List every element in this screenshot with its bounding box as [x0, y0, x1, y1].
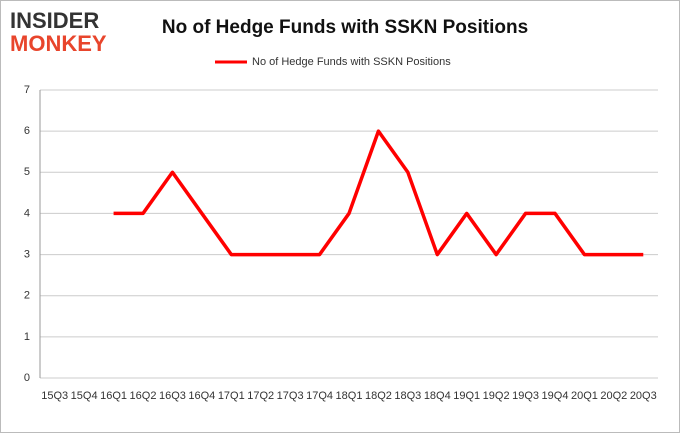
- y-tick-label: 6: [24, 125, 30, 137]
- x-tick-label: 15Q4: [71, 390, 98, 402]
- x-tick-label: 17Q3: [277, 390, 304, 402]
- y-tick-label: 3: [24, 248, 30, 260]
- x-tick-label: 15Q3: [41, 390, 68, 402]
- logo-bottom: MONKEY: [10, 31, 107, 56]
- logo-top: INSIDER: [10, 8, 99, 33]
- y-tick-label: 2: [24, 290, 30, 302]
- y-tick-label: 7: [24, 84, 30, 96]
- x-tick-label: 17Q4: [306, 390, 333, 402]
- x-tick-label: 20Q2: [600, 390, 627, 402]
- x-tick-label: 19Q2: [483, 390, 510, 402]
- legend-label: No of Hedge Funds with SSKN Positions: [252, 56, 451, 68]
- x-tick-label: 18Q2: [365, 390, 392, 402]
- x-tick-label: 20Q3: [630, 390, 657, 402]
- data-line: [113, 129, 644, 257]
- chart-title: No of Hedge Funds with SSKN Positions: [162, 17, 528, 38]
- x-tick-label: 17Q1: [218, 390, 245, 402]
- x-tick-label: 16Q1: [100, 390, 127, 402]
- y-tick-label: 1: [24, 331, 30, 343]
- x-tick-label: 20Q1: [571, 390, 598, 402]
- y-tick-label: 5: [24, 166, 30, 178]
- y-tick-label: 4: [24, 207, 30, 219]
- x-tick-label: 18Q4: [424, 390, 451, 402]
- x-tick-label: 18Q1: [336, 390, 363, 402]
- x-tick-label: 16Q4: [188, 390, 215, 402]
- x-tick-label: 16Q3: [159, 390, 186, 402]
- x-tick-label: 18Q3: [394, 390, 421, 402]
- x-tick-label: 19Q4: [542, 390, 569, 402]
- x-tick-label: 16Q2: [130, 390, 157, 402]
- x-tick-label: 19Q1: [453, 390, 480, 402]
- x-tick-label: 17Q2: [247, 390, 274, 402]
- x-tick-label: 19Q3: [512, 390, 539, 402]
- y-tick-label: 0: [24, 372, 30, 384]
